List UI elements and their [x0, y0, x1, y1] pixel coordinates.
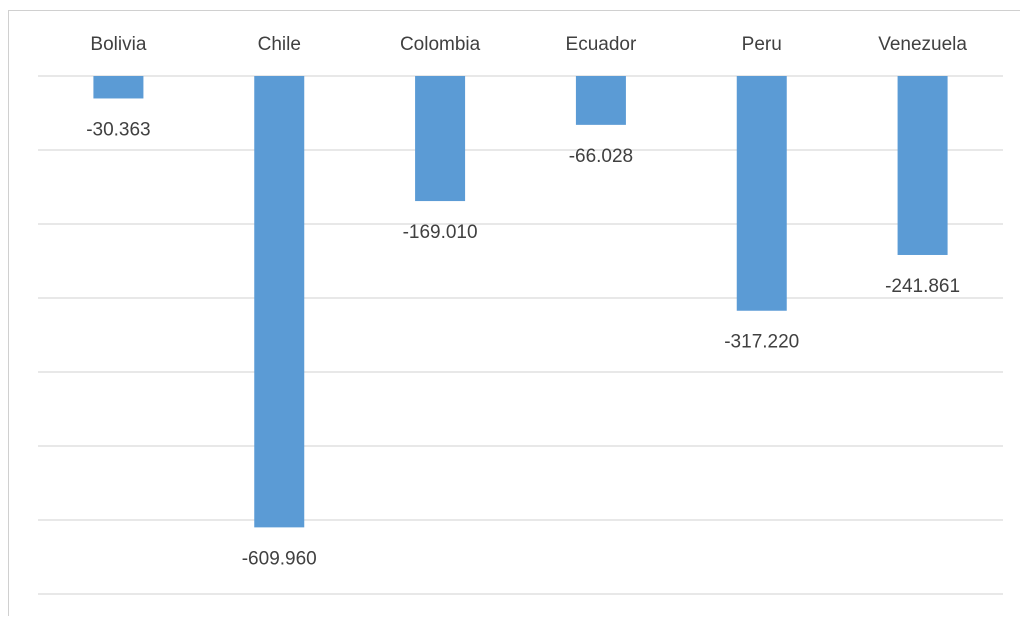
category-label-bolivia: Bolivia [90, 34, 146, 55]
category-label-chile: Chile [258, 34, 301, 55]
category-label-colombia: Colombia [400, 34, 481, 55]
data-label-peru: -317.220 [724, 332, 799, 353]
bar-venezuela [897, 76, 948, 255]
bar-peru [736, 76, 787, 311]
data-label-ecuador: -66.028 [569, 146, 633, 167]
bar-chile [254, 76, 305, 528]
data-label-chile: -609.960 [242, 548, 317, 569]
data-labels: -30.363 -609.960 -169.010 -66.028 -317.220 -2… [86, 119, 960, 569]
data-label-venezuela: -241.861 [885, 276, 960, 297]
category-label-venezuela: Venezuela [878, 34, 967, 55]
bar-ecuador [575, 76, 626, 125]
chart-frame [8, 10, 1020, 616]
data-label-bolivia: -30.363 [86, 119, 150, 140]
category-label-peru: Peru [742, 34, 782, 55]
category-label-ecuador: Ecuador [566, 34, 637, 55]
gridlines [38, 75, 1003, 595]
data-label-colombia: -169.010 [403, 222, 478, 243]
bar-colombia [415, 76, 466, 202]
bar-bolivia [93, 76, 144, 99]
bars [93, 76, 948, 528]
category-labels: Bolivia Chile Colombia Ecuador Peru Venezuela [90, 34, 967, 55]
